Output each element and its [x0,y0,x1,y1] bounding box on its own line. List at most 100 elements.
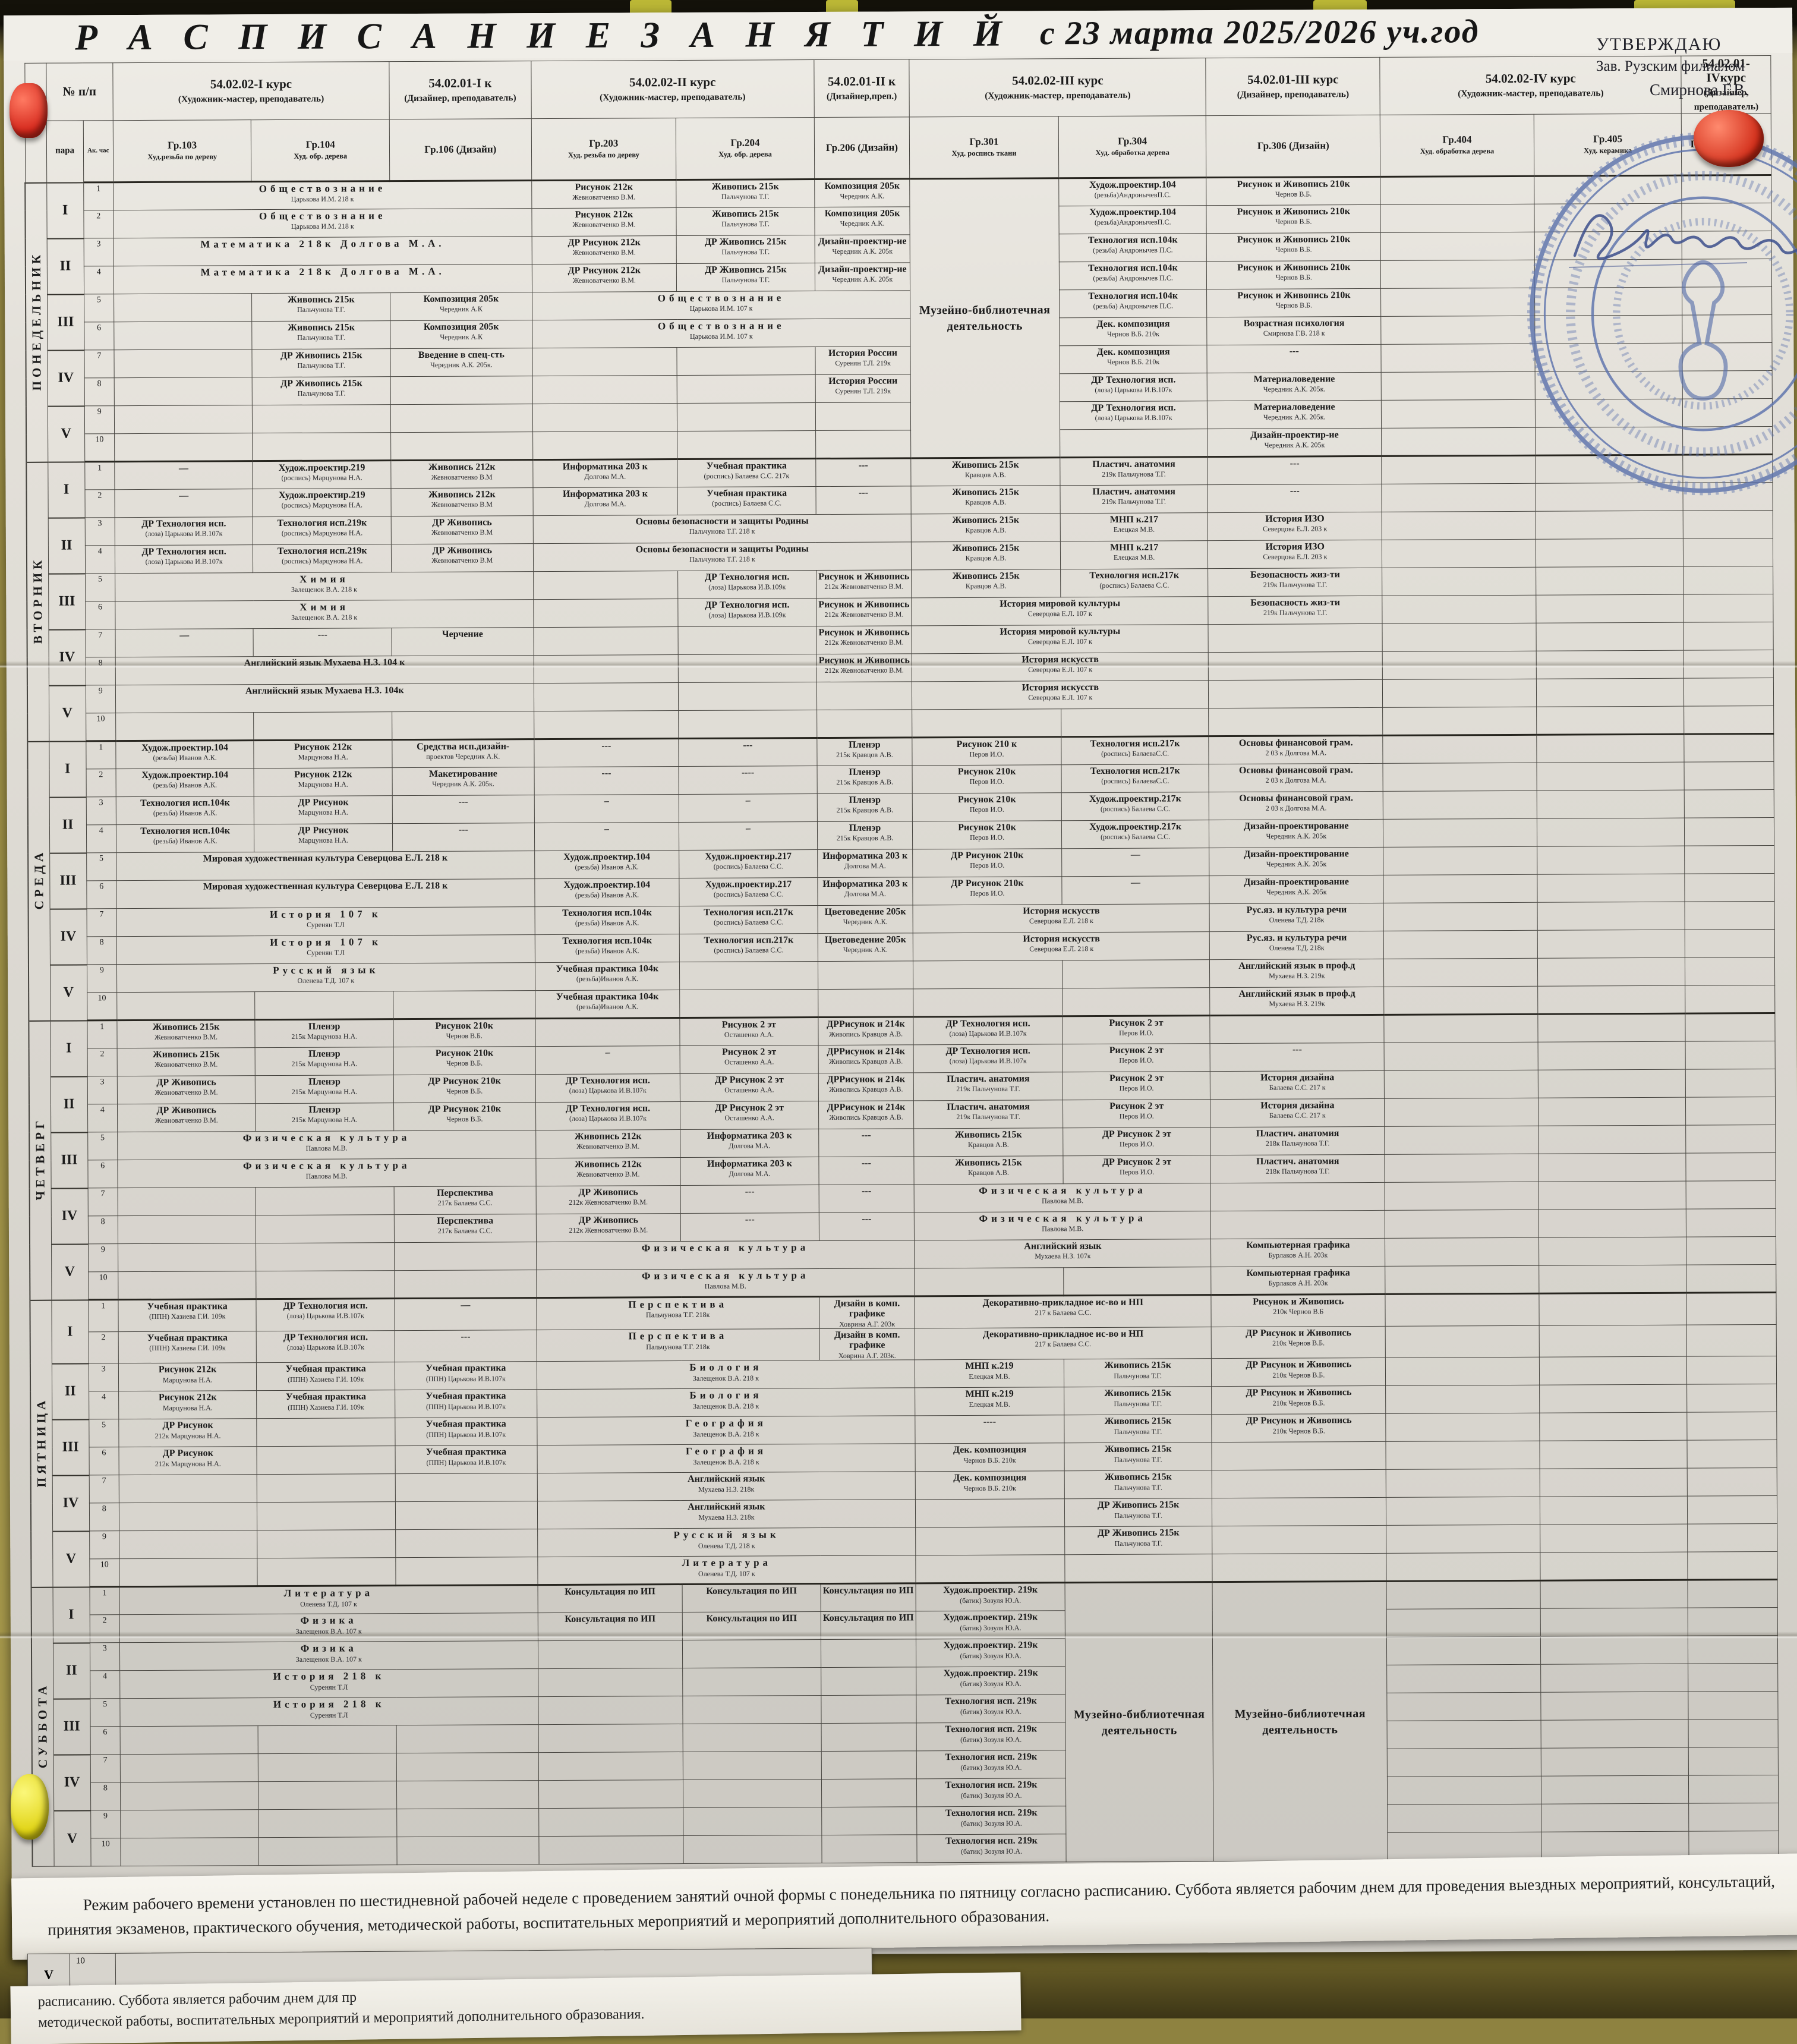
empty-cell [1383,986,1538,1015]
schedule-cell: --- [253,628,392,657]
schedule-cell: Худож.проектир. 219к (батик) Зозуля Ю.А. [916,1639,1065,1668]
schedule-cell: Физическая культура [536,1240,915,1270]
schedule-cell: Рисунок 212к Марцунова Н.А. [118,1390,257,1419]
empty-cell [1382,679,1537,708]
para-label: III [47,294,84,351]
empty-cell [256,1270,395,1299]
header-akchas: Ак. час [83,120,114,182]
empty-cell [258,1837,398,1866]
approval-line2: Зав. Рузским филиалом [1596,58,1745,74]
empty-cell [1688,1663,1778,1692]
schedule-cell: История дизайна Балаева С.С. 217 к [1210,1070,1385,1100]
hour-number: 9 [86,685,116,713]
hour-number: 10 [86,713,116,741]
schedule-cell: Информатика 203 к Долгова М.А. [532,487,678,516]
schedule-cell: Обществознание Царькова И.М. 107 к [532,290,910,320]
schedule-cell: Дек. композиция Чернов В.Б. 210к [1059,345,1208,374]
empty-cell [1685,901,1775,930]
schedule-cell: --- [1208,456,1382,485]
empty-cell [821,1723,917,1752]
empty-cell [1212,1497,1386,1526]
empty-cell [1539,1209,1686,1238]
schedule-cell: Пленэр 215к Марцунова Н.А. [255,1047,394,1076]
schedule-cell: ДР Живопись 215к Пальчунова Т.Г. [252,348,391,377]
schedule-cell: Худож.проектир.219 (роспись) Марцунова Н.… [253,460,392,489]
empty-cell [1539,1412,1688,1441]
schedule-cell: Рисунок 2 эт Перов И.О. [1062,1043,1210,1072]
para-label: V [51,1243,89,1300]
schedule-cell: Учебная практика 104к (резьба)Иванов А.К. [535,962,680,991]
schedule-cell: Композиция 205к Чередник А.К. [814,178,910,207]
schedule-cell: История искусств Северцова Е.Л. 218 к [913,903,1210,933]
schedule-cell: ДР Живопись Жевноватченко В.М [391,515,534,544]
empty-cell [1683,678,1774,707]
empty-cell [1682,398,1773,427]
schedule-cell: Рисунок 210к Перов И.О. [912,792,1062,821]
schedule-cell: Пластич. анатомия 218к Пальчунова Т.Г. [1210,1154,1385,1183]
schedule-cell: ДРРисунок и 214к Живопись Кравцов А.В. [818,1016,914,1045]
empty-cell [1685,1041,1776,1070]
schedule-cell: ДР Рисунок 212к Жевноватченко В.М. [531,263,677,292]
schedule-cell: Дизайн в комп. графике Ховрина А.Г. 203к. [819,1328,915,1360]
empty-cell [119,1725,258,1755]
schedule-cell: Живопись 212к Жевноватченко В.М. [535,1129,681,1158]
schedule-cell: Английский язык Мухаева Н.З. 218к [537,1472,916,1501]
schedule-cell: История 107 к Суренян Т.Л [116,934,535,965]
empty-cell [1382,539,1536,568]
para-label: I [46,182,84,239]
para-label: II [51,1363,89,1420]
hour-number: 2 [88,1331,119,1364]
empty-cell [1683,538,1773,567]
schedule-cell: Живопись 215к Пальчунова Т.Г. [1064,1358,1212,1388]
hour-number: 5 [85,573,115,601]
schedule-cell: Пластич. анатомия 219к Пальчунова Т.Г. [1060,484,1208,514]
schedule-cell: ДР Технология исп. (лоза) Царькова И.В.10… [913,1044,1063,1073]
empty-cell [916,1555,1065,1584]
schedule-cell: ДР Технология исп. (лоза) Царькова И.В.10… [1060,401,1208,430]
schedule-cell: Учебная практика (ППН) Царькова И.В.107к [395,1361,537,1390]
para-label: II [50,1076,88,1133]
empty-cell [396,1724,538,1753]
schedule-cell: Дек. композиция Чернов В.Б. 210к [915,1443,1065,1472]
hour-number: 4 [87,1104,118,1132]
empty-cell [682,1667,821,1696]
schedule-cell [535,1018,680,1047]
empty-cell [1386,1580,1541,1610]
hour-number: 8 [86,936,117,965]
schedule-cell: Учебная практика (ППН) Царькова И.В.107к [395,1417,537,1446]
schedule-cell: Дек. композиция Чернов В.Б. 210к [915,1471,1065,1500]
schedule-cell: ДР Технология исп. (лоза) Царькова И.В.10… [678,598,816,627]
empty-cell [257,1501,396,1530]
schedule-cell: Живопись 215к Кравцов А.В. [910,457,1060,486]
empty-cell [914,1267,1064,1296]
para-label: III [51,1132,88,1189]
hour-number: 1 [83,182,114,210]
schedule-cell: — [115,628,254,657]
empty-cell [114,349,253,378]
empty-cell [253,432,391,461]
empty-cell [1540,1580,1688,1609]
empty-cell [1537,790,1685,819]
empty-cell [1535,399,1683,428]
empty-cell [1540,1552,1688,1581]
empty-cell [1386,1664,1541,1693]
schedule-cell: Технология исп.104к (резьба) Иванов А.К. [534,934,680,963]
schedule-cell: ДР Живопись 215к Пальчунова Т.Г. [1064,1526,1213,1555]
schedule-cell: Живопись 212к Жевноватченко В.М [390,459,533,489]
schedule-cell: Английский язык в проф.д Мухаева Н.З. 219… [1210,987,1385,1016]
empty-cell [532,403,677,432]
empty-cell [117,1187,256,1216]
schedule-cell: Худож.проектир.104 (резьба) Иванов А.К. [534,850,680,879]
empty-cell [1686,1180,1776,1210]
empty-cell [1534,371,1683,400]
empty-cell [1382,511,1536,540]
empty-cell [1538,1153,1686,1182]
header-group-6-col-1: Гр.405 Худ. керамика [1534,114,1682,177]
schedule-cell: Худож.проектир.217к (роспись) Балаева С.С… [1061,792,1209,821]
schedule-cell: Дизайн в комп. графике Ховрина А.Г. 203к [819,1296,915,1329]
schedule-cell: Живопись 215к Пальчунова Т.Г. [1064,1386,1212,1416]
schedule-cell: МНП к.219 Елецкая М.В. [915,1387,1064,1416]
schedule-cell: Учебная практика (ППН) Хазиева Г.И. 109к [257,1390,395,1419]
empty-cell [1536,511,1683,540]
